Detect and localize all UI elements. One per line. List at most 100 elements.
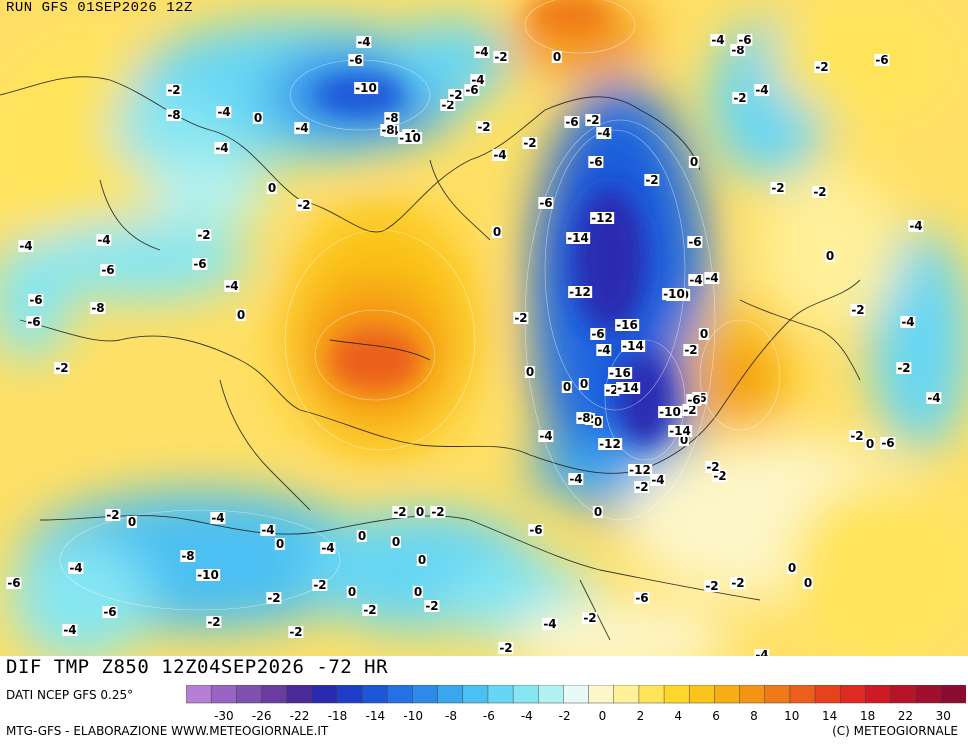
contour-label: -2: [704, 579, 720, 593]
contour-label: -4: [260, 523, 276, 537]
contour-label: -2: [705, 460, 721, 474]
contour-label: -2: [312, 578, 328, 592]
contour-label: -14: [616, 381, 640, 395]
contour-label: -16: [615, 318, 639, 332]
legend-swatch: [563, 684, 590, 704]
contour-label: 0: [524, 365, 536, 379]
legend-swatch: [915, 684, 942, 704]
contour-label: 0: [390, 535, 402, 549]
contour-label: -2: [585, 113, 601, 127]
legend-tick-label: -18: [328, 709, 348, 723]
legend-swatch: [638, 684, 665, 704]
contour-label: -2: [448, 88, 464, 102]
contour-label: -2: [850, 303, 866, 317]
contour-label: -10: [354, 81, 378, 95]
contour-label: -4: [542, 617, 558, 631]
contour-label: 0: [274, 537, 286, 551]
contour-label: -2: [166, 83, 182, 97]
legend-swatch: [361, 684, 388, 704]
contour-label: -6: [737, 33, 753, 47]
legend-swatch: [185, 684, 212, 704]
contour-label: -6: [102, 605, 118, 619]
contour-label: -4: [96, 233, 112, 247]
contour-label: -2: [814, 60, 830, 74]
contour-label: -4: [356, 35, 372, 49]
legend-tick-label: 14: [822, 709, 837, 723]
contour-label: -2: [362, 603, 378, 617]
contour-label: -4: [18, 239, 34, 253]
legend-swatch: [865, 684, 892, 704]
contour-label: -2: [732, 91, 748, 105]
contour-label: -14: [566, 231, 590, 245]
run-info: RUN GFS 01SEP2026 12Z: [6, 0, 193, 16]
contour-label: -16: [608, 366, 632, 380]
contour-label: -8: [576, 411, 592, 425]
contour-label: -6: [634, 591, 650, 605]
contour-label: -12: [628, 463, 652, 477]
legend-tick-label: 0: [599, 709, 607, 723]
legend-swatch: [412, 684, 439, 704]
legend-swatch: [588, 684, 615, 704]
contour-label: -6: [464, 83, 480, 97]
contour-label: -2: [849, 429, 865, 443]
contour-label: 0: [412, 585, 424, 599]
contour-label: -2: [730, 576, 746, 590]
legend-swatch: [437, 684, 464, 704]
contour-label: -2: [424, 599, 440, 613]
credit-left: MTG-GFS - ELABORAZIONE WWW.METEOGIORNALE…: [6, 724, 329, 738]
legend-swatch: [512, 684, 539, 704]
legend-tick-label: 4: [674, 709, 682, 723]
contour-label: -8: [380, 123, 396, 137]
contour-label: -6: [192, 257, 208, 271]
legend-tick-label: -8: [445, 709, 457, 723]
contour-label: -6: [6, 576, 22, 590]
contour-label: -4: [320, 541, 336, 555]
contour-label: -2: [493, 50, 509, 64]
contour-label: -4: [294, 121, 310, 135]
contour-label: -4: [900, 315, 916, 329]
contour-label: -6: [686, 393, 702, 407]
legend-swatch: [387, 684, 414, 704]
contour-lines: [59, 0, 781, 611]
legend-tick-label: -10: [403, 709, 423, 723]
contour-label: -2: [392, 505, 408, 519]
contour-label: -4: [492, 148, 508, 162]
legend-swatch: [839, 684, 867, 704]
contour-label: -2: [498, 641, 514, 655]
contour-label: -2: [513, 311, 529, 325]
legend-swatch: [210, 684, 237, 704]
legend-swatch: [789, 684, 816, 704]
legend-swatch: [688, 684, 716, 704]
contour-label: -10: [658, 405, 682, 419]
contour-label: -2: [430, 505, 446, 519]
data-source: DATI NCEP GFS 0.25°: [6, 688, 134, 702]
contour-label: -4: [704, 271, 720, 285]
contour-label: -4: [474, 45, 490, 59]
contour-label: -4: [538, 429, 554, 443]
contour-label: -4: [754, 83, 770, 97]
contour-label: 0: [578, 377, 590, 391]
contour-label: -2: [105, 508, 121, 522]
legend-swatch: [311, 684, 338, 704]
contour-label: -6: [590, 327, 606, 341]
contour-label: -6: [880, 436, 896, 450]
legend-tick-label: -2: [559, 709, 571, 723]
contour-label: -2: [440, 98, 456, 112]
contour-label: -2: [896, 361, 912, 375]
contour-label: -8: [180, 549, 196, 563]
contour-label: 0: [416, 553, 428, 567]
contour-label: -6: [538, 196, 554, 210]
legend-swatch: [814, 684, 841, 704]
contour-label: 0: [824, 249, 836, 263]
legend-tick-label: -6: [483, 709, 495, 723]
contour-label: 0: [561, 380, 573, 394]
contour-label: -2: [582, 611, 598, 625]
contour-label: -6: [687, 235, 703, 249]
contour-label: -4: [688, 273, 704, 287]
legend-swatch: [236, 684, 263, 704]
contour-label: 0: [786, 561, 798, 575]
contour-label: -2: [266, 591, 282, 605]
credit-right: (C) METEOGIORNALE: [832, 724, 958, 738]
contour-label: 0: [235, 308, 247, 322]
contour-label: 0: [252, 111, 264, 125]
